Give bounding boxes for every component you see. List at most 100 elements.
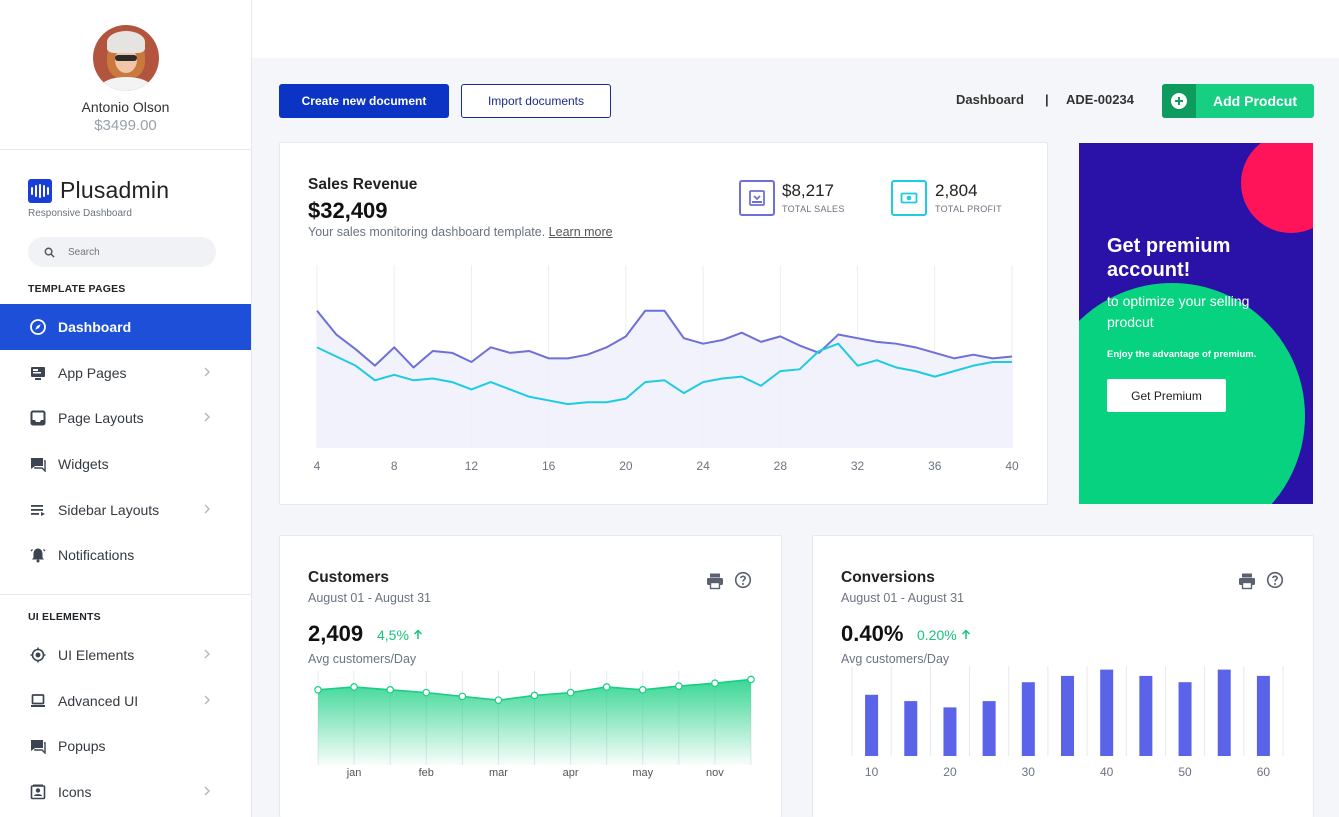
x-tick-label: 20 [619, 459, 633, 473]
bar [1061, 675, 1074, 756]
print-icon[interactable] [706, 572, 724, 590]
bar [1178, 682, 1192, 756]
brand-name: Plusadmin [60, 177, 170, 203]
x-tick-label: 28 [774, 459, 788, 473]
sidebar-item-sidebar-layouts[interactable]: Sidebar Layouts [0, 487, 251, 533]
chevron-right-icon [204, 649, 210, 659]
breadcrumb-code: ADE-00234 [1066, 92, 1134, 107]
customers-change-value: 4,5% [377, 627, 409, 643]
data-point [314, 686, 322, 694]
x-tick-label: 30 [1022, 765, 1036, 779]
profile-panel: Antonio Olson $3499.00 [0, 0, 251, 150]
x-tick-label: 16 [542, 459, 556, 473]
plus-circle-icon [1162, 84, 1196, 118]
sidebar-item-app-pages[interactable]: App Pages [0, 350, 251, 396]
sales-description-text: Your sales monitoring dashboard template… [308, 225, 546, 239]
sales-value: $32,409 [308, 198, 388, 223]
premium-note: Enjoy the advantage of premium. [1107, 349, 1257, 360]
premium-title: Get premium account! [1107, 235, 1231, 281]
bar [1256, 675, 1270, 756]
bar [904, 701, 918, 756]
create-document-button[interactable]: Create new document [279, 84, 449, 118]
total-sales-value: $8,217 [782, 181, 834, 200]
list-icon [30, 502, 46, 518]
bell-icon [30, 547, 46, 563]
customers-title: Customers [308, 569, 389, 586]
breadcrumb-page: Dashboard [956, 92, 1024, 107]
customers-value: 2,409 [308, 621, 364, 646]
breadcrumb-separator: | [1045, 92, 1049, 107]
bar [943, 707, 957, 756]
sidebar-item-dashboard[interactable]: Dashboard [0, 304, 251, 350]
chevron-right-icon [204, 412, 210, 422]
help-icon[interactable] [1266, 571, 1284, 589]
search-input[interactable] [68, 246, 198, 258]
profile-balance: $3499.00 [94, 117, 157, 134]
x-tick-label: 4 [314, 459, 321, 473]
sidebar-item-label: Sidebar Layouts [58, 502, 160, 518]
brand[interactable]: Plusadmin Responsive Dashboard [0, 150, 251, 238]
customers-period: August 01 - August 31 [308, 591, 432, 605]
x-tick-label: 40 [1100, 765, 1114, 779]
arrow-up-icon [961, 629, 970, 639]
conversions-value: 0.40% [841, 621, 904, 646]
conversions-period: August 01 - August 31 [841, 591, 965, 605]
contact-icon [30, 784, 46, 800]
get-premium-button[interactable]: Get Premium [1107, 379, 1226, 412]
series-line-1 [316, 309, 1013, 369]
add-product-button[interactable]: Add Prodcut [1162, 84, 1314, 118]
bar [865, 694, 879, 756]
data-point [530, 691, 539, 700]
avatar[interactable] [92, 25, 159, 91]
data-point [350, 683, 358, 691]
x-tick-label: 12 [465, 459, 479, 473]
sales-description: Your sales monitoring dashboard template… [308, 225, 613, 239]
bar [1100, 669, 1114, 756]
bar [1217, 669, 1231, 756]
learn-more-link[interactable]: Learn more [548, 225, 613, 239]
sidebar-item-widgets[interactable]: Widgets [0, 441, 251, 487]
print-icon[interactable] [1238, 572, 1256, 590]
total-profit-value: 2,804 [935, 181, 978, 200]
help-icon[interactable] [734, 571, 752, 589]
x-tick-label: 10 [865, 765, 879, 779]
conversions-caption: Avg customers/Day [841, 652, 950, 666]
sidebar-item-icons[interactable]: Icons [0, 769, 251, 815]
sidebar-item-label: UI Elements [58, 647, 135, 663]
add-product-label: Add Prodcut [1213, 93, 1297, 109]
sidebar-item-ui-elements[interactable]: UI Elements [0, 632, 251, 678]
x-tick-label: mar [489, 767, 508, 779]
x-tick-label: may [632, 767, 653, 779]
sidebar-divider [0, 594, 251, 595]
total-sales-icon [739, 180, 775, 216]
sidebar-item-label: Widgets [58, 456, 109, 472]
sales-revenue-chart: 4 8 12 16 20 24 28 32 36 40 [314, 265, 1019, 473]
conversions-change: 0.20% [917, 627, 971, 643]
sidebar-item-label: Dashboard [58, 319, 132, 335]
x-tick-label: feb [419, 767, 434, 779]
x-tick-label: 24 [696, 459, 710, 473]
chevron-right-icon [204, 695, 210, 705]
sidebar-item-label: App Pages [58, 365, 127, 381]
conversions-title: Conversions [841, 569, 935, 586]
sidebar-item-notifications[interactable]: Notifications [0, 532, 251, 578]
bar [982, 701, 996, 756]
import-documents-button[interactable]: Import documents [461, 84, 611, 118]
x-tick-label: 60 [1257, 765, 1271, 779]
sidebar-item-advanced-ui[interactable]: Advanced UI [0, 678, 251, 724]
premium-subtitle: to optimize your selling prodcut [1107, 293, 1250, 330]
chat-icon [30, 738, 46, 754]
monitor-icon [30, 365, 46, 381]
data-point [386, 686, 394, 694]
arrow-up-icon [413, 629, 422, 639]
customers-caption: Avg customers/Day [308, 652, 417, 666]
sidebar-item-popups[interactable]: Popups [0, 723, 251, 769]
brand-subtitle: Responsive Dashboard [28, 208, 132, 219]
search-icon [44, 247, 55, 258]
x-tick-label: jan [346, 767, 362, 779]
premium-card: Get premium account! to optimize your se… [1079, 143, 1313, 504]
x-tick-label: 50 [1178, 765, 1192, 779]
sidebar-item-page-layouts[interactable]: Page Layouts [0, 395, 251, 441]
inbox-icon [30, 410, 46, 426]
sidebar-item-label: Popups [58, 738, 106, 754]
